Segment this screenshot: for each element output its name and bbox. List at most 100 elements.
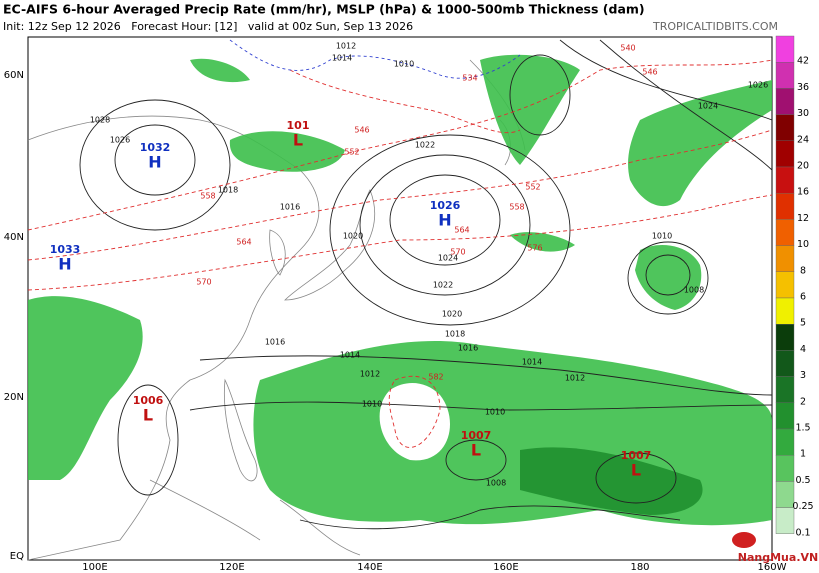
colorbar: 42 36 30 24 20 16 12 10 8 6 5 4 3 2 1.5 1 0.5 0.25 0.1 bbox=[775, 35, 814, 538]
isobar-label: 1010 bbox=[362, 400, 382, 409]
isobar-label: 1008 bbox=[486, 479, 506, 488]
asia-coast bbox=[27, 115, 320, 561]
watermark: NangMua.VN bbox=[738, 551, 818, 564]
thickness-line bbox=[289, 69, 521, 134]
colorbar-label: 36 bbox=[797, 82, 809, 93]
colorbar-swatch bbox=[775, 114, 795, 141]
colorbar-swatch bbox=[775, 297, 795, 325]
colorbar-label: 8 bbox=[800, 265, 806, 276]
center-letter: H bbox=[438, 211, 451, 230]
subtitle: Init: 12z Sep 12 2026 Forecast Hour: [12… bbox=[3, 20, 413, 33]
center-value: 1007 bbox=[461, 429, 492, 442]
colorbar-label: 10 bbox=[797, 239, 809, 250]
isobar-label: 1014 bbox=[522, 358, 542, 367]
isobar bbox=[329, 134, 571, 326]
thickness-label: 570 bbox=[196, 278, 211, 287]
isobar bbox=[627, 241, 709, 315]
freezing-line bbox=[229, 39, 521, 79]
isobar bbox=[199, 355, 773, 396]
lon-label: 160E bbox=[493, 562, 518, 573]
isobar-label: 1026 bbox=[748, 81, 768, 90]
center-letter: L bbox=[143, 406, 153, 425]
colorbar-label: 12 bbox=[797, 213, 809, 224]
colorbar-label: 5 bbox=[800, 318, 806, 329]
isobar-label: 1012 bbox=[360, 370, 380, 379]
colorbar-swatch bbox=[775, 402, 795, 430]
isobar-label: 1020 bbox=[343, 232, 363, 241]
isobar-label: 1016 bbox=[280, 203, 300, 212]
isobar-label: 1026 bbox=[110, 136, 130, 145]
center-value: 1032 bbox=[140, 141, 171, 154]
center-letter: L bbox=[471, 441, 481, 460]
isobar-label: 1014 bbox=[332, 54, 352, 63]
colorbar-swatch bbox=[775, 192, 795, 220]
thickness-label: 534 bbox=[462, 74, 477, 83]
lat-label: 20N bbox=[4, 392, 24, 403]
isobar bbox=[389, 174, 501, 266]
thickness-label: 570 bbox=[450, 248, 465, 257]
japan bbox=[284, 189, 376, 301]
colorbar-label: 30 bbox=[797, 108, 809, 119]
colorbar-swatch bbox=[775, 455, 795, 482]
thickness-label: 546 bbox=[354, 126, 369, 135]
colorbar-label: 2 bbox=[800, 396, 806, 407]
north-pacific bbox=[628, 80, 772, 207]
thickness-label: 552 bbox=[344, 148, 359, 157]
isobar-label: 1022 bbox=[415, 141, 435, 150]
colorbar-label: 6 bbox=[800, 292, 806, 303]
colorbar-swatch bbox=[775, 271, 795, 299]
colorbar-swatch bbox=[775, 88, 795, 115]
kamchatka-precip bbox=[480, 54, 580, 165]
center-letter: H bbox=[148, 153, 161, 172]
colorbar-swatch bbox=[775, 62, 795, 89]
isobar bbox=[189, 401, 773, 411]
center-letter: L bbox=[293, 131, 303, 150]
colorbar-label: 1 bbox=[800, 449, 806, 460]
isobar-label: 1016 bbox=[458, 344, 478, 353]
colorbar-label: 0.5 bbox=[795, 475, 810, 486]
colorbar-swatch bbox=[775, 376, 795, 404]
colorbar-label: 42 bbox=[797, 56, 809, 67]
thickness-label: 582 bbox=[428, 373, 443, 382]
lat-label: 40N bbox=[4, 232, 24, 243]
isobar-label: 1010 bbox=[652, 232, 672, 241]
colorbar-swatch bbox=[775, 219, 795, 246]
colorbar-label: 1.5 bbox=[795, 423, 810, 434]
colorbar-label: 3 bbox=[800, 370, 806, 381]
isobar-label: 1018 bbox=[445, 330, 465, 339]
thickness-label: 576 bbox=[527, 244, 542, 253]
isobar bbox=[509, 54, 571, 136]
isobar bbox=[445, 439, 507, 481]
center-value: 1026 bbox=[430, 199, 461, 212]
colorbar-swatch bbox=[775, 35, 795, 63]
colorbar-swatch bbox=[775, 428, 795, 456]
site-credit: TROPICALTIDBITS.COM bbox=[652, 20, 778, 33]
lon-label: 140E bbox=[357, 562, 382, 573]
korea bbox=[269, 229, 286, 276]
colorbar-label: 16 bbox=[797, 187, 809, 198]
isobar bbox=[645, 254, 691, 296]
center-value: 1007 bbox=[621, 449, 652, 462]
lat-label: 60N bbox=[4, 70, 24, 81]
isobar-label: 1022 bbox=[433, 281, 453, 290]
colorbar-label: 0.1 bbox=[795, 527, 810, 538]
thickness-label: 552 bbox=[525, 183, 540, 192]
isobar-label: 1010 bbox=[394, 60, 414, 69]
center-value: 101 bbox=[287, 119, 310, 132]
isobar bbox=[595, 452, 677, 504]
colorbar-swatch bbox=[775, 350, 795, 377]
isobar-label: 1024 bbox=[438, 254, 458, 263]
isobar-label: 1028 bbox=[90, 116, 110, 125]
isobar-label: 1008 bbox=[684, 286, 704, 295]
thickness-lines bbox=[27, 59, 773, 448]
philippines bbox=[224, 378, 258, 482]
heavy-band bbox=[520, 447, 703, 515]
watermark-icon bbox=[732, 532, 756, 548]
thickness-label: 558 bbox=[200, 192, 215, 201]
thickness-label: 540 bbox=[620, 44, 635, 53]
colorbar-swatch bbox=[775, 324, 795, 351]
